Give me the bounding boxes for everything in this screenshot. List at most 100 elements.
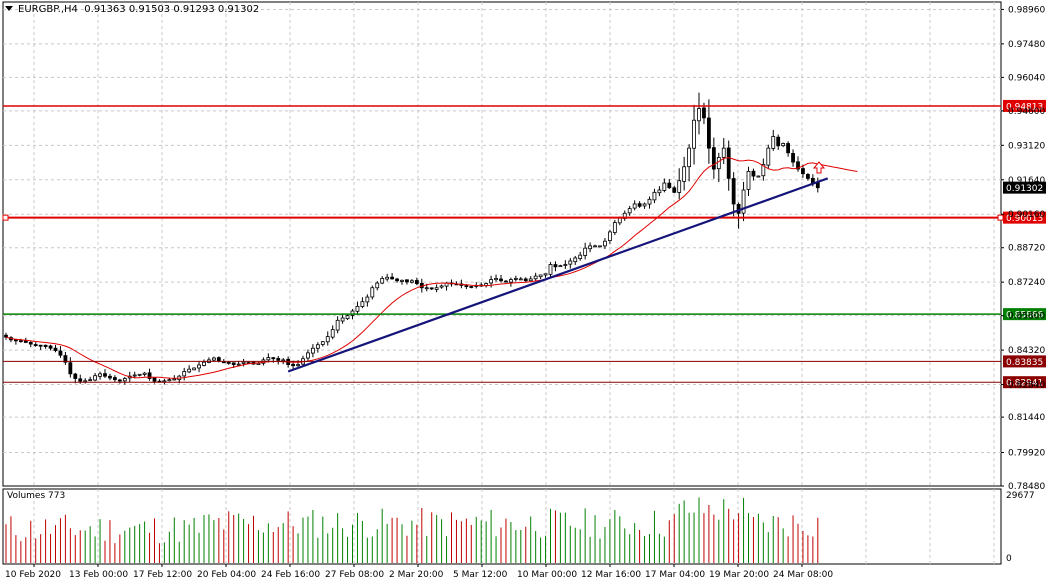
volume-pane-frame — [2, 488, 1002, 565]
candle-body — [98, 373, 102, 377]
volume-bars — [5, 497, 819, 563]
candle-body — [553, 264, 558, 268]
candle-body — [469, 286, 474, 288]
candle-body — [162, 380, 167, 383]
candle-body — [380, 278, 385, 284]
candle-body — [405, 279, 409, 283]
candle-body — [276, 358, 281, 361]
time-tick-label: 24 Feb 16:00 — [261, 570, 320, 580]
candle-body — [28, 342, 33, 345]
price-tick-label: 0.81440 — [1008, 413, 1045, 423]
dropdown-arrow-icon[interactable] — [5, 6, 13, 11]
candle-body — [132, 374, 137, 377]
candle-body — [38, 344, 43, 347]
candle-body — [716, 157, 721, 170]
candle-body — [236, 363, 241, 366]
candle-body — [499, 278, 503, 282]
candle-body — [53, 347, 58, 351]
candle-body — [429, 287, 434, 290]
resistance-level-price-label: 0.94813 — [1006, 102, 1043, 112]
candle-body — [68, 362, 73, 375]
candle-body — [771, 136, 776, 149]
candle-body — [711, 147, 716, 170]
moving-average-line — [5, 157, 858, 379]
time-tick-label: 17 Mar 04:00 — [645, 570, 705, 580]
price-tick-label: 0.93120 — [1008, 141, 1045, 151]
candle-body — [197, 364, 201, 369]
candle-body — [588, 245, 592, 250]
price-tick-label: 0.82840 — [1008, 381, 1045, 391]
candle-body — [568, 260, 573, 265]
candle-body — [122, 378, 127, 382]
candle-body — [395, 278, 399, 282]
candle-body — [697, 108, 701, 122]
candle-body — [216, 357, 221, 362]
price-tick-label: 0.98960 — [1008, 5, 1045, 15]
candle-body — [414, 280, 419, 284]
candle-body — [672, 187, 677, 193]
candle-body — [385, 276, 390, 280]
candle-body — [340, 317, 345, 322]
candle-body — [256, 362, 261, 365]
volumes-indicator-title: Volumes 773 — [7, 491, 66, 501]
candle-body — [518, 278, 523, 281]
volume-axis-max-label: 29677 — [1006, 491, 1035, 501]
candle-body — [325, 336, 330, 343]
symbol-label: EURGBP.,H4 — [18, 4, 78, 15]
candle-body — [523, 278, 528, 282]
price-tick-label: 0.88720 — [1008, 244, 1045, 254]
candle-body — [63, 355, 68, 363]
price-tick-label: 0.91640 — [1008, 176, 1045, 186]
time-tick-label: 13 Feb 00:00 — [69, 570, 128, 580]
candle-body — [791, 153, 795, 163]
candle-body — [746, 170, 751, 190]
candle-body — [4, 334, 8, 338]
candle-body — [731, 178, 736, 205]
candle-body — [682, 166, 687, 182]
candle-body — [137, 373, 142, 376]
candle-body — [726, 147, 731, 179]
candle-body — [167, 379, 172, 382]
candle-body — [291, 363, 296, 367]
time-tick-label: 19 Mar 20:00 — [709, 570, 769, 580]
candle-body — [439, 285, 444, 288]
candle-body — [528, 278, 533, 282]
candle-body — [766, 147, 771, 166]
candle-body — [761, 164, 766, 177]
candle-body — [801, 168, 805, 175]
current-price-price-label: 0.91302 — [1006, 184, 1043, 194]
candle-body — [13, 339, 18, 342]
candle-body — [533, 275, 538, 280]
candle-body — [776, 136, 781, 147]
candle-body — [18, 340, 23, 343]
candle-body — [48, 345, 53, 349]
price-tick-label: 0.96040 — [1008, 73, 1045, 83]
support-level-red-price-label: 0.90013 — [1006, 214, 1043, 224]
candle-body — [642, 203, 647, 207]
low-level-1-price-tag — [1003, 355, 1046, 368]
candle-body — [563, 264, 568, 266]
candle-body — [627, 208, 632, 214]
time-tick-label: 27 Feb 08:00 — [325, 570, 384, 580]
candle-body — [781, 143, 786, 147]
candle-body — [202, 361, 206, 366]
candle-body — [583, 247, 588, 256]
candle-body — [538, 274, 543, 278]
candle-body — [182, 371, 187, 377]
candle-body — [365, 296, 370, 303]
candle-body — [504, 280, 508, 283]
candle-body — [211, 357, 216, 361]
support-level-red-anchor-right — [997, 214, 1004, 221]
candle-body — [187, 368, 192, 373]
candle-body — [306, 352, 310, 359]
candle-body — [593, 245, 597, 248]
support-level-green-price-label: 0.85866 — [1006, 311, 1043, 321]
candle-body — [612, 222, 617, 233]
candle-body — [78, 378, 83, 382]
candle-body — [677, 180, 682, 193]
price-pane-frame — [2, 1, 1002, 487]
candle-body — [360, 301, 365, 307]
candle-body — [786, 143, 790, 154]
